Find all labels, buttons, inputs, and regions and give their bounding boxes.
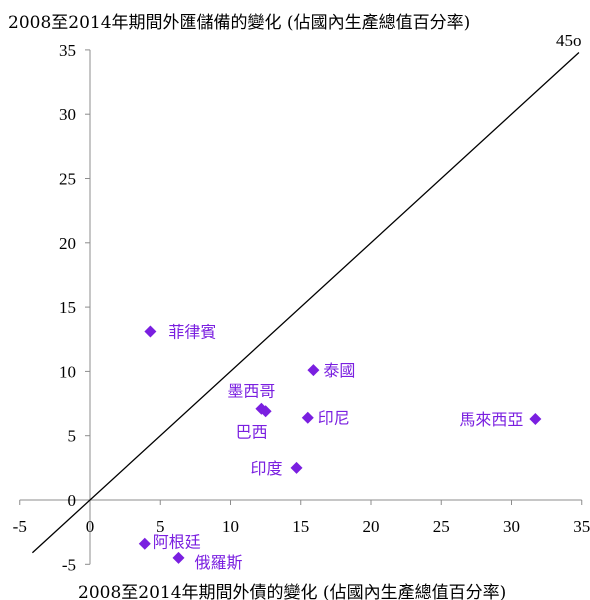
y-tick-label: 5	[68, 427, 77, 446]
data-point-marker	[290, 461, 303, 474]
x-tick-label: 5	[156, 517, 165, 536]
reference-line-label: 45o	[556, 31, 582, 50]
x-tick-label: 15	[292, 517, 309, 536]
axes: -5 0 5 10 15 20 25 30 35 -5 0 5 10 15 20 25 30 35	[13, 41, 590, 574]
x-tick-label: 20	[363, 517, 380, 536]
data-point-marker	[301, 411, 314, 424]
data-point-marker	[307, 364, 320, 377]
data-point-marker	[144, 325, 157, 338]
data-point-label: 巴西	[236, 422, 268, 441]
x-tick-label: 25	[433, 517, 450, 536]
data-point-label: 俄羅斯	[195, 553, 243, 572]
data-point-label: 印尼	[318, 409, 350, 428]
y-tick-label: -5	[62, 555, 76, 574]
data-point-marker	[259, 405, 272, 418]
y-tick-label: 20	[59, 234, 76, 253]
x-tick-label: 35	[573, 517, 590, 536]
y-tick-label: 30	[59, 105, 76, 124]
data-point-label: 泰國	[323, 361, 355, 380]
x-tick-label: 10	[222, 517, 239, 536]
data-point-label: 馬來西亞	[459, 410, 523, 429]
x-tick-label: 0	[86, 517, 95, 536]
y-tick-label: 15	[59, 298, 76, 317]
y-tick-label: 25	[59, 170, 76, 189]
data-point-label: 菲律賓	[168, 323, 216, 342]
x-tick-label: -5	[13, 517, 27, 536]
reference-line-group: 45o	[31, 31, 582, 554]
data-point-marker	[172, 551, 185, 564]
data-point-label: 阿根廷	[153, 533, 201, 552]
reference-line-45	[31, 51, 580, 554]
y-tick-label: 35	[59, 41, 76, 60]
chart-title: 2008至2014年期間外匯儲備的變化 (佔國內生產總值百分率)	[8, 13, 470, 33]
x-axis-label: 2008至2014年期間外債的變化 (佔國內生產總值百分率)	[78, 583, 506, 600]
data-point-marker	[529, 412, 542, 425]
data-point-label: 墨西哥	[227, 382, 275, 401]
data-point-marker	[138, 537, 151, 550]
y-tick-label: 10	[59, 362, 76, 381]
data-point-label: 印度	[251, 459, 283, 478]
x-tick-label: 30	[503, 517, 520, 536]
y-tick-label: 0	[68, 491, 77, 510]
